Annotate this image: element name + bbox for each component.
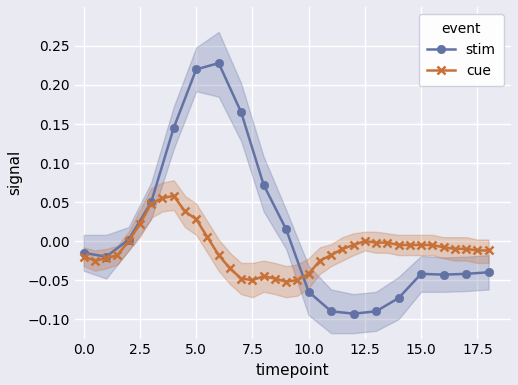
cue — [317, 258, 323, 263]
stim — [125, 237, 132, 242]
cue — [384, 240, 391, 245]
stim — [283, 227, 289, 232]
cue — [170, 194, 177, 198]
cue — [440, 245, 447, 249]
cue — [294, 278, 300, 283]
cue — [396, 243, 402, 247]
cue — [249, 278, 255, 283]
cue — [485, 248, 492, 253]
cue — [261, 274, 267, 278]
stim — [463, 271, 469, 276]
stim — [81, 251, 87, 255]
stim — [215, 61, 222, 65]
Y-axis label: signal: signal — [7, 150, 22, 196]
cue — [283, 280, 289, 284]
stim — [328, 309, 334, 314]
cue — [306, 271, 312, 276]
stim — [238, 110, 244, 115]
cue — [272, 276, 278, 281]
Line: cue: cue — [80, 192, 493, 286]
stim — [373, 309, 379, 314]
cue — [373, 240, 379, 245]
cue — [418, 243, 424, 247]
stim — [261, 182, 267, 187]
stim — [440, 272, 447, 277]
cue — [474, 248, 480, 253]
cue — [238, 276, 244, 281]
cue — [114, 253, 121, 258]
cue — [193, 217, 199, 221]
stim — [418, 271, 424, 276]
Legend: stim, cue: stim, cue — [419, 14, 504, 87]
cue — [125, 239, 132, 243]
stim — [148, 200, 154, 204]
cue — [81, 254, 87, 259]
cue — [227, 266, 233, 271]
cue — [215, 253, 222, 258]
Line: stim: stim — [80, 59, 493, 318]
cue — [204, 235, 210, 239]
stim — [170, 126, 177, 130]
X-axis label: timepoint: timepoint — [256, 363, 330, 378]
cue — [182, 209, 188, 214]
stim — [193, 67, 199, 72]
cue — [92, 258, 98, 263]
cue — [137, 222, 143, 226]
cue — [407, 243, 413, 247]
cue — [429, 243, 436, 247]
cue — [148, 201, 154, 206]
cue — [160, 196, 166, 201]
cue — [362, 239, 368, 243]
cue — [339, 246, 346, 251]
cue — [103, 256, 109, 261]
stim — [306, 290, 312, 294]
stim — [351, 311, 357, 316]
cue — [328, 253, 334, 258]
cue — [351, 243, 357, 247]
cue — [463, 246, 469, 251]
stim — [396, 296, 402, 300]
stim — [485, 270, 492, 275]
cue — [452, 246, 458, 251]
stim — [103, 254, 109, 259]
